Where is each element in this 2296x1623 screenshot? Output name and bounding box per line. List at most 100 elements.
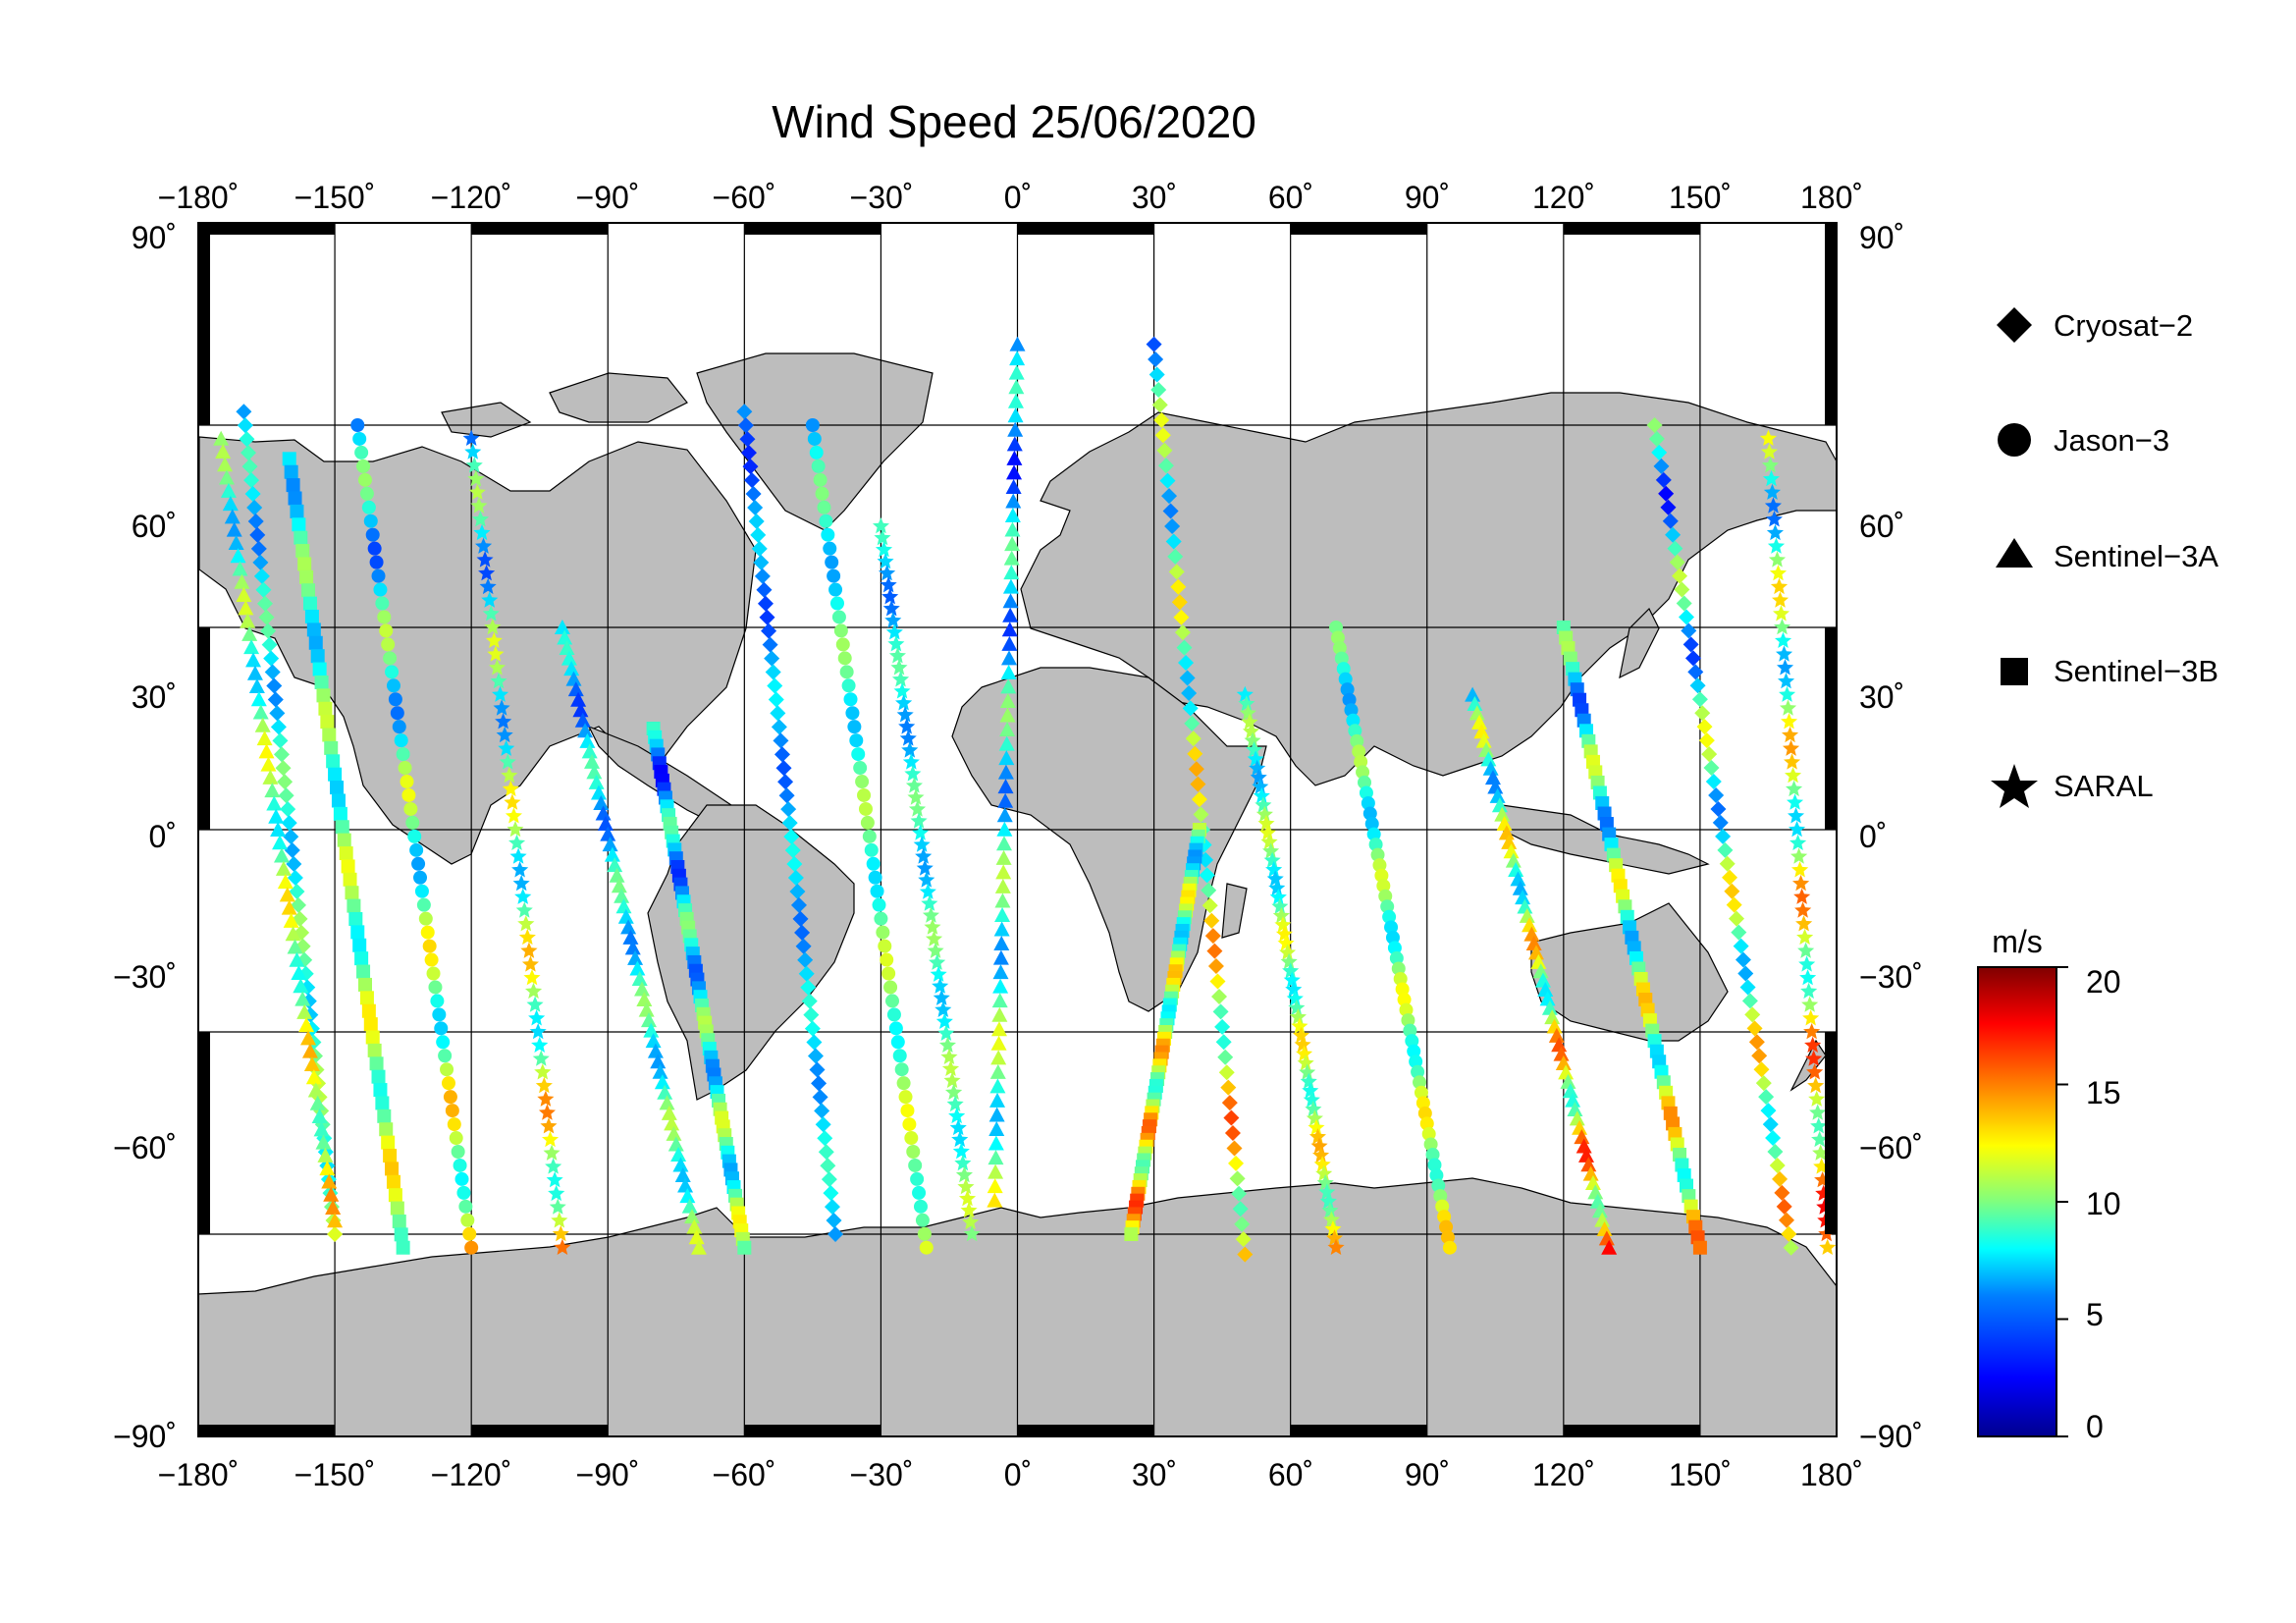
triangle-marker (1005, 493, 1022, 509)
frame-bar-segment (198, 223, 210, 425)
star-marker (482, 605, 500, 622)
star-icon (1991, 764, 2038, 808)
diamond-marker (1184, 715, 1201, 731)
star-marker (481, 591, 499, 608)
diamond-marker (1218, 1064, 1235, 1081)
circle-marker (379, 623, 394, 638)
frame-checker-bars (198, 223, 1837, 1436)
triangle-marker (1004, 521, 1021, 537)
square-marker (310, 649, 325, 664)
diamond-marker (1215, 1034, 1232, 1051)
triangle-marker (1006, 450, 1023, 465)
circle-marker (428, 980, 443, 995)
lon-tick-label: 150˚ (1669, 1457, 1732, 1492)
circle-marker (1393, 971, 1408, 986)
triangle-marker (1574, 1129, 1590, 1145)
circle-marker (898, 1090, 913, 1105)
diamond-marker (1733, 938, 1749, 954)
circle-marker (441, 1076, 455, 1091)
diamond-marker (803, 1006, 820, 1023)
star-marker (1312, 1146, 1330, 1163)
circle-marker (1330, 630, 1345, 645)
circle-marker (401, 787, 416, 802)
triangle-marker (1468, 705, 1485, 721)
star-marker (515, 901, 533, 918)
frame-bar-segment (471, 1425, 609, 1436)
star-marker (1319, 1192, 1337, 1210)
triangle-marker (268, 808, 285, 824)
legend-item-cryosat: Cryosat−2 (1997, 307, 2193, 343)
square-marker (1606, 847, 1621, 862)
circle-marker (416, 897, 431, 912)
star-marker (534, 1063, 552, 1080)
circle-marker (833, 623, 848, 638)
square-marker (1597, 806, 1612, 821)
star-marker (475, 537, 493, 554)
circle-marker (1395, 982, 1410, 997)
diamond-marker (768, 691, 784, 708)
star-marker (929, 953, 946, 970)
circle-marker (367, 541, 382, 556)
circle-marker (919, 1240, 934, 1255)
triangle-marker (1580, 1157, 1597, 1172)
star-marker (1236, 685, 1254, 702)
triangle-marker (590, 784, 607, 800)
star-marker (1269, 889, 1287, 905)
circle-marker (1342, 692, 1357, 707)
square-marker (1620, 909, 1634, 924)
circle-marker (1340, 682, 1355, 697)
triangle-marker (990, 1035, 1007, 1051)
triangle-marker (679, 1188, 696, 1204)
star-marker (537, 1090, 555, 1107)
circle-marker (847, 720, 862, 734)
diamond-marker (821, 1171, 837, 1188)
square-marker (390, 1201, 404, 1216)
diamond-marker (249, 526, 266, 543)
diamond-marker (773, 732, 789, 749)
diamond-marker (1712, 814, 1729, 831)
chart-title: Wind Speed 25/06/2020 (772, 96, 1256, 147)
diamond-marker (750, 526, 767, 543)
diamond-marker (1204, 928, 1221, 945)
circle-marker (403, 801, 418, 816)
star-marker (492, 685, 509, 702)
star-marker (1779, 685, 1796, 702)
triangle-marker (307, 1082, 324, 1098)
star-marker (960, 1202, 978, 1218)
star-marker (943, 1071, 961, 1089)
square-marker (320, 715, 335, 730)
star-marker (1286, 990, 1304, 1006)
star-marker (927, 942, 944, 958)
circle-marker (1354, 754, 1368, 769)
triangle-marker (1471, 714, 1488, 730)
star-marker (907, 788, 925, 805)
diamond-marker (1157, 458, 1174, 474)
square-marker (1673, 1147, 1687, 1162)
star-marker (957, 1177, 975, 1195)
square-marker (1692, 1240, 1707, 1255)
star-marker (499, 753, 516, 770)
star-marker (1246, 741, 1263, 758)
triangle-marker (300, 1030, 317, 1046)
circle-marker (354, 445, 369, 460)
star-marker (1768, 551, 1787, 568)
triangle-marker (1575, 1138, 1592, 1154)
star-marker (1318, 1183, 1336, 1200)
square-marker (1609, 858, 1624, 873)
diamond-marker (765, 664, 781, 680)
legend-item-sentinel-3a: Sentinel−3A (1996, 538, 2218, 573)
square-marker (396, 1240, 410, 1255)
triangle-marker (686, 1218, 703, 1234)
star-marker (493, 699, 510, 716)
square-marker (326, 754, 341, 769)
triangle-marker (272, 835, 289, 850)
star-marker (952, 1142, 970, 1160)
triangle-marker (1004, 536, 1021, 552)
star-marker (526, 996, 544, 1012)
triangle-marker (988, 1107, 1005, 1122)
triangle-marker (989, 1078, 1006, 1094)
triangle-marker (602, 837, 618, 852)
triangle-marker (287, 939, 303, 954)
circle-marker (841, 678, 856, 693)
triangle-marker (1487, 779, 1504, 794)
